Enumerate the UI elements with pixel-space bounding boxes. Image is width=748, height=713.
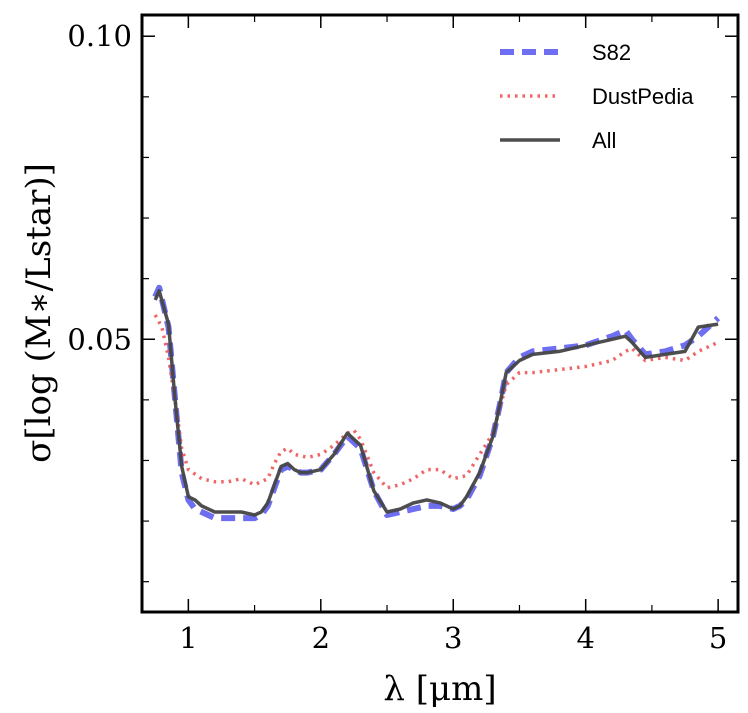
- x-tick-label: 2: [312, 621, 330, 655]
- y-axis-ticks: 0.05 0.10: [67, 19, 738, 583]
- series-line-dustpedia: [153, 314, 719, 490]
- x-axis-label: λ [μm]: [383, 669, 496, 709]
- legend-label-s82: S82: [592, 40, 631, 65]
- y-tick-label: 0.10: [67, 19, 132, 53]
- series-layer: [152, 284, 721, 522]
- x-axis-ticks: 1 2 3 4 5: [179, 15, 727, 655]
- x-tick-label: 4: [576, 621, 594, 655]
- y-axis-label: σ[log (M∗/Lstar)]: [19, 163, 59, 463]
- plot-frame: [140, 13, 740, 614]
- x-tick-label: 3: [444, 621, 462, 655]
- legend-label-dustpedia: DustPedia: [592, 84, 694, 109]
- y-tick-label: 0.05: [67, 322, 132, 356]
- x-tick-label: 5: [709, 621, 727, 655]
- x-tick-label: 1: [179, 621, 197, 655]
- series-line-all: [153, 289, 719, 517]
- legend-label-all: All: [592, 128, 616, 153]
- legend: S82 DustPedia All: [500, 40, 694, 153]
